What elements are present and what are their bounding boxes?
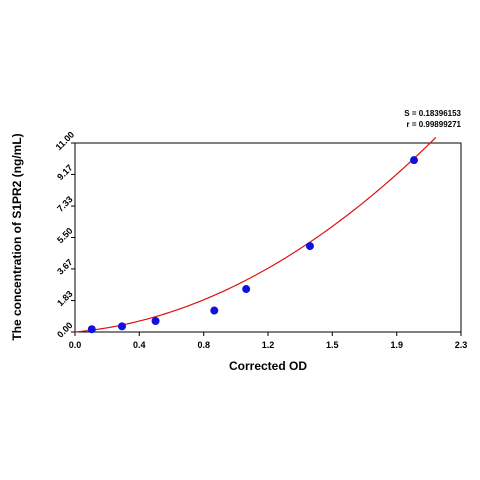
- data-point: [210, 306, 219, 315]
- x-axis: 0.0 0.4 0.8 1.2 1.5 1.9 2.3: [69, 332, 468, 350]
- x-tick-label: 1.5: [326, 340, 339, 350]
- x-tick-label: 1.9: [390, 340, 403, 350]
- data-point: [410, 156, 419, 165]
- fit-curve-layer: [74, 137, 437, 333]
- y-tick-label: 9.17: [55, 163, 74, 182]
- data-point: [151, 317, 160, 326]
- x-tick-label: 0.4: [133, 340, 146, 350]
- x-tick-label: 0.8: [197, 340, 210, 350]
- y-axis: 0.00 1.83 3.67 5.50 7.33 9.17 11.00: [54, 130, 77, 340]
- y-tick-label: 7.33: [55, 194, 74, 213]
- y-tick-label: 11.00: [54, 130, 77, 153]
- data-point: [87, 325, 96, 334]
- x-axis-title: Corrected OD: [229, 359, 307, 373]
- x-tick-label: 0.0: [69, 340, 82, 350]
- y-tick-label: 5.50: [55, 226, 74, 245]
- plot-area: [74, 142, 462, 333]
- y-tick-label: 3.67: [55, 257, 74, 276]
- x-tick-label: 1.2: [262, 340, 275, 350]
- data-point: [242, 285, 251, 294]
- y-axis-title: The concentration of S1PR2 (ng/mL): [10, 133, 24, 340]
- y-tick-label: 1.83: [55, 289, 74, 308]
- data-point: [117, 322, 126, 331]
- stats-s-annotation: S = 0.18396153: [404, 109, 461, 118]
- x-tick-label: 2.3: [455, 340, 468, 350]
- data-point: [305, 242, 314, 251]
- fit-curve: [74, 137, 437, 333]
- stats-r-annotation: r = 0.99899271: [407, 120, 462, 129]
- data-points-layer: [87, 156, 419, 334]
- y-tick-label: 0.00: [55, 320, 74, 339]
